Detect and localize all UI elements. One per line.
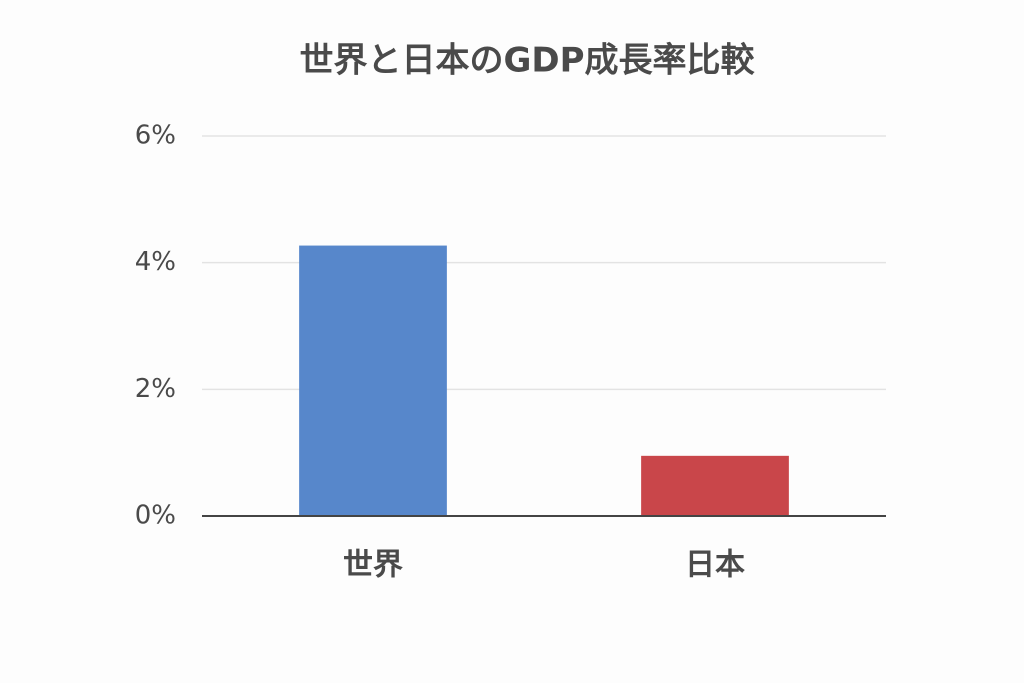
- x-tick-label: 世界: [343, 548, 403, 583]
- bar: [299, 245, 447, 517]
- x-tick-label: 日本: [685, 548, 745, 583]
- y-tick-label: 0%: [135, 501, 176, 531]
- y-tick-label: 6%: [135, 121, 176, 151]
- chart-title: 世界と日本のGDP成長率比較: [299, 41, 755, 81]
- bar: [641, 455, 789, 516]
- y-tick-label: 4%: [135, 247, 176, 277]
- y-tick-label: 2%: [135, 374, 176, 404]
